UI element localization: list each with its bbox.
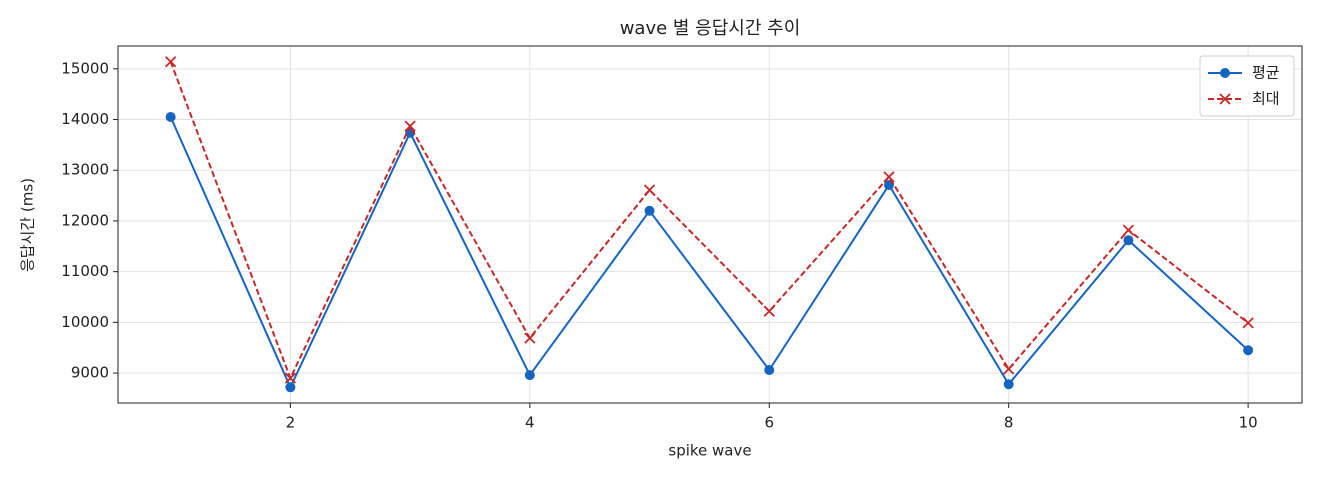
- data-point: [524, 332, 536, 344]
- data-point: [763, 305, 775, 317]
- data-point: [524, 370, 535, 381]
- data-point: [404, 120, 416, 132]
- data-point: [1003, 379, 1014, 390]
- x-tick-label: 4: [525, 414, 535, 432]
- legend-label: 평균: [1252, 64, 1280, 82]
- chart-title: wave 별 응답시간 추이: [620, 18, 801, 39]
- legend-box: [1199, 55, 1295, 117]
- data-point: [1003, 363, 1015, 375]
- y-axis-label: 응답시간 (ms): [19, 178, 37, 272]
- x-axis-label: spike wave: [668, 442, 751, 460]
- data-point: [285, 382, 296, 393]
- y-tick-label: 15000: [61, 59, 109, 77]
- x-tick-label: 10: [1239, 414, 1258, 432]
- data-point: [1242, 317, 1254, 329]
- legend-marker: [1220, 68, 1230, 78]
- data-point: [1122, 224, 1135, 236]
- y-tick-label: 9000: [71, 364, 109, 382]
- x-tick-label: 6: [764, 414, 774, 432]
- data-point: [165, 56, 177, 68]
- plot-frame: [117, 45, 1303, 404]
- legend-marker: [1219, 93, 1231, 105]
- x-tick-label: 2: [286, 414, 296, 432]
- data-point: [764, 365, 775, 376]
- data-point: [165, 111, 176, 122]
- y-tick-label: 12000: [61, 211, 109, 229]
- x-tick-label: 8: [1004, 414, 1014, 432]
- y-tick-label: 14000: [61, 110, 109, 128]
- data-point: [643, 184, 656, 196]
- data-point: [284, 372, 297, 384]
- y-tick-label: 13000: [61, 161, 109, 179]
- data-point: [883, 171, 895, 183]
- y-tick-label: 11000: [61, 262, 109, 280]
- data-point: [644, 205, 655, 216]
- series-line: [169, 61, 1249, 381]
- data-point: [1123, 235, 1134, 246]
- y-tick-label: 10000: [61, 313, 109, 331]
- legend-label: 최대: [1252, 90, 1280, 108]
- data-point: [1243, 345, 1254, 356]
- series-line: [169, 116, 1249, 390]
